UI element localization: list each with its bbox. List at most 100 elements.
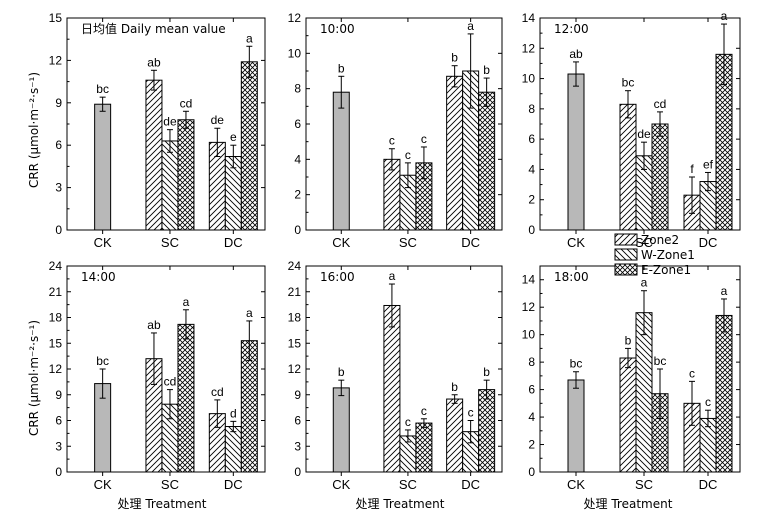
bar-dc-e-zone1 (240, 61, 258, 231)
significance-label: b (483, 365, 490, 379)
y-tick-label: 2 (528, 438, 535, 452)
significance-label: ab (147, 318, 161, 332)
y-tick-label: 6 (55, 138, 62, 152)
bar-dc-e-zone1 (478, 91, 496, 231)
y-tick-label: 14 (522, 11, 536, 25)
y-tick-label: 6 (528, 132, 535, 146)
y-tick-label: 24 (288, 259, 302, 273)
significance-label: a (641, 276, 648, 290)
significance-label: c (705, 395, 711, 409)
legend-swatch-e-zone1 (614, 263, 638, 276)
significance-label: a (183, 295, 190, 309)
y-tick-label: 12 (522, 300, 536, 314)
y-tick-label: 6 (294, 414, 301, 428)
significance-label: d (230, 406, 237, 420)
bar-ck-ck (567, 73, 585, 231)
panel-title: 14:00 (81, 270, 116, 284)
y-tick-label: 6 (528, 383, 535, 397)
bar-sc-zone2 (145, 79, 163, 231)
panel-title: 12:00 (554, 22, 589, 36)
significance-label: b (338, 365, 345, 379)
legend-label-w-zone1: W-Zone1 (641, 248, 695, 262)
significance-label: de (163, 115, 177, 129)
significance-label: c (421, 404, 427, 418)
bar-dc-e-zone1 (478, 389, 496, 473)
bar-sc-w-zone1 (635, 312, 653, 473)
x-tick-label: SC (635, 477, 653, 492)
y-tick-label: 12 (49, 53, 63, 67)
significance-label: ab (569, 47, 583, 61)
x-tick-label: DC (699, 235, 718, 250)
bar-sc-zone2 (619, 357, 637, 473)
panel-title: 18:00 (554, 270, 589, 284)
y-tick-label: 21 (49, 285, 63, 299)
legend-swatch-w-zone1 (614, 248, 638, 261)
significance-label: b (483, 63, 490, 77)
y-tick-label: 12 (288, 362, 302, 376)
y-tick-label: 3 (294, 439, 301, 453)
y-tick-label: 0 (294, 223, 301, 237)
y-tick-label: 0 (528, 223, 535, 237)
y-tick-label: 18 (49, 311, 63, 325)
significance-label: b (451, 51, 458, 65)
x-tick-label: DC (224, 477, 243, 492)
panel-3: 0 2 4 6 8 10 12 14 12:00 CK ab SC bc de cd DC f ef a (522, 9, 741, 250)
significance-label: cd (211, 385, 224, 399)
y-tick-label: 15 (49, 336, 63, 350)
significance-label: de (211, 113, 225, 127)
significance-label: a (246, 306, 253, 320)
significance-label: bc (654, 354, 667, 368)
y-tick-label: 6 (294, 117, 301, 131)
y-tick-label: 6 (55, 414, 62, 428)
y-tick-label: 0 (55, 223, 62, 237)
x-tick-label: DC (461, 477, 480, 492)
y-tick-label: 3 (55, 439, 62, 453)
y-axis-title-top: CRR (μmol·m⁻²·s⁻¹) (27, 72, 41, 188)
bar-dc-zone2 (446, 75, 464, 231)
x-axis-title-middle: 处理 Treatment (356, 497, 445, 511)
x-tick-label: DC (699, 477, 718, 492)
y-tick-label: 0 (528, 465, 535, 479)
significance-label: bc (622, 76, 635, 90)
bar-ck-ck (567, 379, 585, 473)
legend-label-zone2: Zone2 (641, 233, 679, 247)
significance-label: f (690, 162, 694, 176)
y-tick-label: 2 (528, 193, 535, 207)
x-axis-title-left: 处理 Treatment (118, 497, 207, 511)
x-tick-label: SC (399, 477, 417, 492)
y-tick-label: 9 (55, 388, 62, 402)
significance-label: ef (703, 157, 714, 171)
significance-label: a (721, 9, 728, 23)
y-tick-label: 4 (528, 162, 535, 176)
x-tick-label: DC (224, 235, 243, 250)
significance-label: a (389, 269, 396, 283)
y-tick-label: 12 (288, 11, 302, 25)
y-tick-label: 0 (294, 465, 301, 479)
panel-6: 0 2 4 6 8 10 12 14 18:00 CK bc SC b a bc DC c c a (522, 265, 741, 492)
significance-label: b (338, 61, 345, 75)
y-tick-label: 24 (49, 259, 63, 273)
y-tick-label: 2 (294, 188, 301, 202)
y-tick-label: 18 (288, 311, 302, 325)
bar-sc-e-zone1 (177, 119, 195, 231)
significance-label: a (246, 31, 253, 45)
bar-ck-ck (94, 103, 112, 231)
significance-label: c (421, 132, 427, 146)
bar-dc-e-zone1 (715, 314, 733, 473)
significance-label: b (451, 380, 458, 394)
significance-label: c (405, 148, 411, 162)
significance-label: cd (654, 97, 667, 111)
significance-label: bc (570, 357, 583, 371)
x-tick-label: CK (94, 477, 112, 492)
significance-label: de (637, 127, 651, 141)
x-tick-label: SC (161, 477, 179, 492)
x-tick-label: SC (635, 235, 653, 250)
significance-label: bc (96, 354, 109, 368)
y-tick-label: 21 (288, 285, 302, 299)
y-tick-label: 10 (288, 46, 302, 60)
bar-ck-ck (332, 91, 350, 231)
